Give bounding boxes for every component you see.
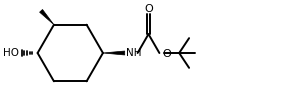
Text: HO: HO [3, 48, 19, 58]
Text: O: O [144, 4, 153, 14]
Polygon shape [103, 51, 125, 55]
Text: NH: NH [126, 48, 141, 58]
Polygon shape [40, 10, 54, 25]
Text: O: O [162, 49, 171, 59]
